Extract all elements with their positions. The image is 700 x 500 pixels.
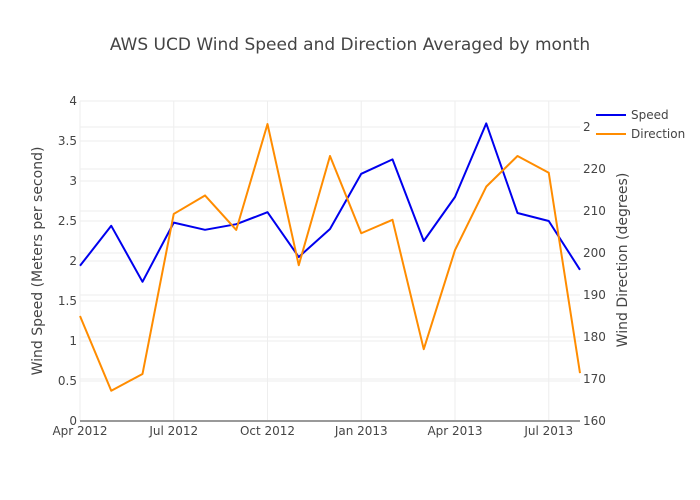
y2-tick-label: 200 bbox=[583, 246, 606, 260]
x-tick-label: Apr 2012 bbox=[52, 424, 107, 438]
y-tick-label: 1 bbox=[69, 334, 77, 348]
series-group bbox=[79, 122, 581, 392]
y-tick-label: 1.5 bbox=[58, 294, 77, 308]
y-tick-label: 3 bbox=[69, 174, 77, 188]
y2-tick-label: 2 bbox=[583, 120, 591, 134]
series-line-direction bbox=[79, 123, 581, 392]
y2-tick-label: 160 bbox=[583, 414, 606, 428]
y-tick-label: 0.5 bbox=[58, 374, 77, 388]
x-tick-label: Jul 2013 bbox=[523, 424, 573, 438]
grid-y2 bbox=[80, 126, 580, 380]
y2-tick-labels: 160 170 180 190 200 210 220 2 bbox=[583, 120, 606, 428]
y-tick-label: 3.5 bbox=[58, 134, 77, 148]
y-tick-labels: 0 0.5 1 1.5 2 2.5 3 3.5 4 bbox=[58, 94, 77, 428]
grid-y bbox=[80, 100, 580, 382]
y-tick-label: 4 bbox=[69, 94, 77, 108]
y-tick-label: 2.5 bbox=[58, 214, 77, 228]
grid-x bbox=[79, 101, 550, 421]
legend-item-speed[interactable]: Speed bbox=[596, 108, 669, 122]
y-tick-label: 0 bbox=[69, 414, 77, 428]
y2-tick-label: 210 bbox=[583, 204, 606, 218]
x-tick-label: Apr 2013 bbox=[427, 424, 482, 438]
legend-item-direction[interactable]: Direction bbox=[596, 127, 685, 141]
legend[interactable]: Speed Direction bbox=[596, 108, 685, 141]
x-tick-label: Jul 2012 bbox=[148, 424, 198, 438]
y2-tick-label: 170 bbox=[583, 372, 606, 386]
y-axis-title: Wind Speed (Meters per second) bbox=[30, 147, 46, 376]
legend-label-speed: Speed bbox=[631, 108, 669, 122]
y-tick-label: 2 bbox=[69, 254, 77, 268]
series-line-speed bbox=[79, 122, 581, 283]
x-tick-label: Jan 2013 bbox=[334, 424, 388, 438]
x-tick-label: Oct 2012 bbox=[240, 424, 295, 438]
x-tick-labels: Apr 2012 Jul 2012 Oct 2012 Jan 2013 Apr 2013… bbox=[52, 424, 573, 438]
y2-tick-label: 180 bbox=[583, 330, 606, 344]
y2-tick-label: 220 bbox=[583, 162, 606, 176]
chart-title: AWS UCD Wind Speed and Direction Average… bbox=[110, 35, 590, 55]
legend-label-direction: Direction bbox=[631, 127, 685, 141]
y2-tick-label: 190 bbox=[583, 288, 606, 302]
y2-axis-title: Wind Direction (degrees) bbox=[615, 173, 631, 348]
